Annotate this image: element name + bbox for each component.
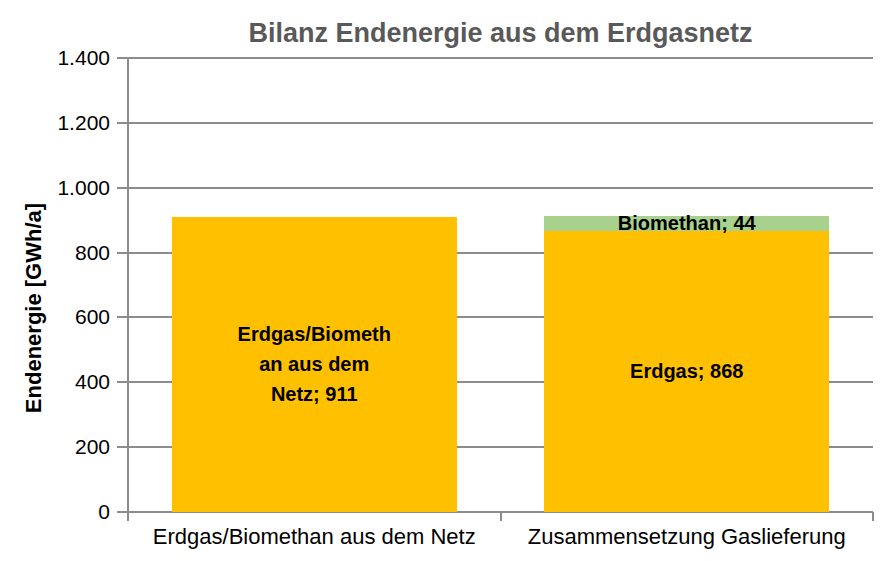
- y-axis-tick-label: 1.000: [57, 174, 110, 202]
- x-axis-tick: [127, 512, 129, 521]
- gridline: [128, 57, 873, 59]
- x-axis-category-label: Zusammensetzung Gaslieferung: [501, 524, 874, 550]
- y-axis-tick-label: 1.200: [57, 109, 110, 137]
- chart-title: Bilanz Endenergie aus dem Erdgasnetz: [128, 18, 873, 49]
- bar-label-line: Erdgas; 868: [630, 356, 743, 386]
- x-axis-category-label: Erdgas/Biomethan aus dem Netz: [128, 524, 501, 550]
- y-axis-tick-label: 800: [75, 239, 110, 267]
- y-axis-tick-label: 200: [75, 433, 110, 461]
- plot-area: 02004006008001.0001.2001.400Erdgas/Biome…: [128, 58, 873, 512]
- x-axis-tick: [872, 512, 874, 521]
- gridline: [128, 187, 873, 189]
- y-axis-title: Endenergie [GWh/a]: [21, 203, 47, 413]
- y-axis-tick-label: 1.400: [57, 44, 110, 72]
- chart: Bilanz Endenergie aus dem Erdgasnetz End…: [0, 0, 895, 561]
- y-axis-tick-label: 400: [75, 368, 110, 396]
- bar-segment-erdgas: Erdgas; 868: [544, 231, 829, 512]
- bar-label-line: an aus dem: [259, 349, 369, 379]
- bar-segment-biomethan: Biomethan; 44: [544, 216, 829, 230]
- bar-label-line: Erdgas/Biometh: [238, 319, 391, 349]
- y-axis-tick-label: 600: [75, 303, 110, 331]
- y-axis-tick-label: 0: [98, 498, 110, 526]
- x-axis-tick: [500, 512, 502, 521]
- bar-segment-erdgas-biomethan-aus-dem-netz: Erdgas/Biomethan aus demNetz; 911: [172, 217, 457, 512]
- bar-label-line: Netz; 911: [271, 379, 358, 409]
- gridline: [128, 122, 873, 124]
- bar-label-line: Biomethan; 44: [618, 208, 756, 238]
- y-axis-line: [127, 58, 129, 512]
